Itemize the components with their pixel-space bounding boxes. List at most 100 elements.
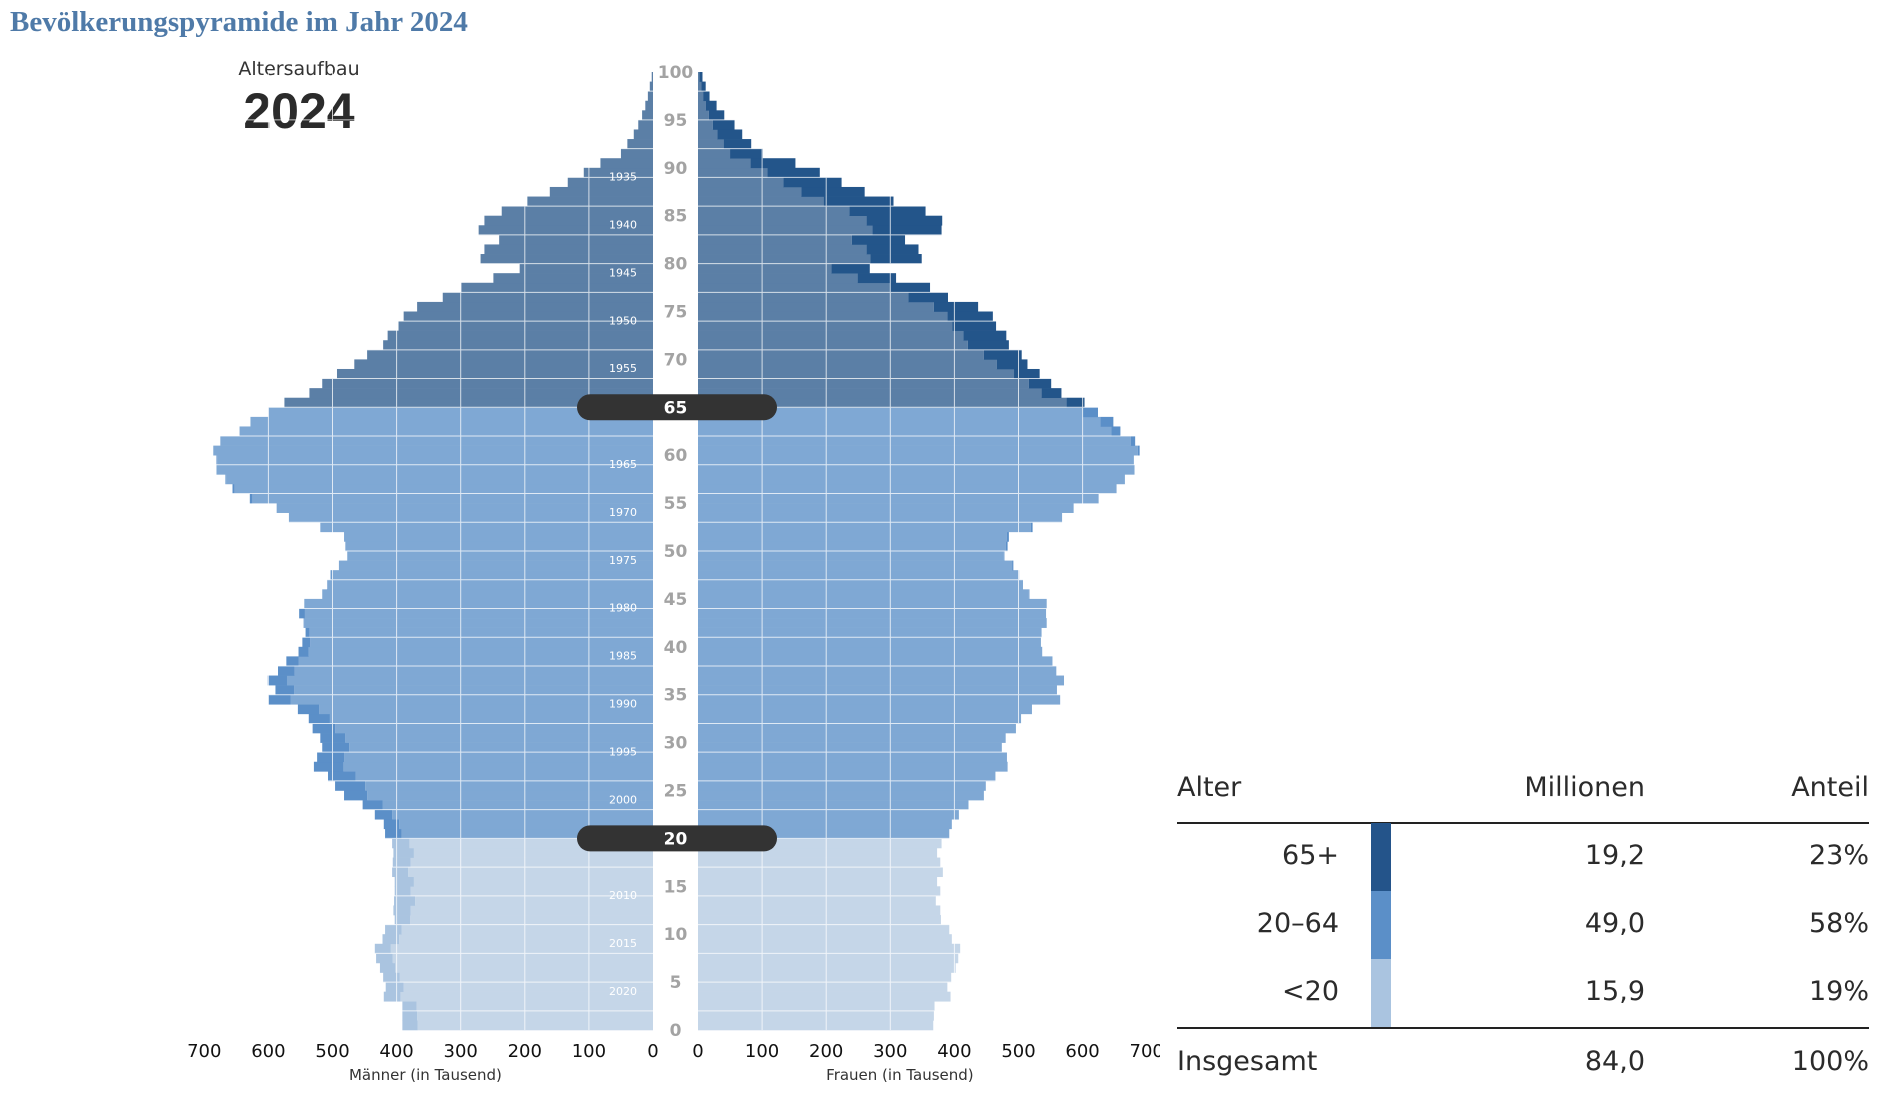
female-bar [698, 905, 941, 916]
age-tick-label: 10 [664, 925, 688, 945]
female-bar [698, 359, 997, 370]
female-excess-bar [705, 100, 717, 111]
female-excess-bar [730, 148, 763, 159]
x-tick-label-right: 0 [692, 1041, 703, 1062]
female-bar [698, 857, 941, 868]
x-tick-label-left: 100 [572, 1041, 606, 1062]
female-bar [698, 148, 731, 159]
pill-background [577, 825, 777, 852]
female-bar [698, 206, 850, 216]
age-tick-label: 50 [664, 542, 688, 562]
male-bar [347, 551, 653, 561]
male-excess-bar [276, 503, 278, 513]
male-excess-bar [376, 953, 393, 964]
female-bar [698, 282, 890, 293]
female-excess-bar [889, 282, 931, 293]
birth-year-label: 2010 [609, 889, 637, 902]
female-bar [698, 186, 802, 197]
female-bar [698, 388, 1042, 399]
female-bar [698, 598, 1047, 609]
female-bar [698, 177, 784, 188]
male-excess-bar [225, 474, 227, 485]
x-tick-label-right: 300 [873, 1041, 907, 1062]
female-excess-bar [1082, 407, 1098, 418]
birth-year-label: 2020 [609, 985, 637, 998]
male-bar [649, 81, 653, 92]
female-bar [698, 311, 948, 322]
male-bar [527, 196, 653, 207]
female-excess-bar [1012, 560, 1014, 571]
male-bar [633, 129, 653, 140]
row-share: 23% [1808, 840, 1869, 871]
x-tick-label-left: 500 [315, 1041, 349, 1062]
row-label: <20 [1282, 976, 1339, 1007]
male-excess-bar [394, 895, 416, 906]
male-bar [567, 177, 653, 188]
female-bar [698, 646, 1043, 657]
female-bar [698, 723, 1016, 734]
male-excess-bar [305, 627, 310, 638]
female-bar [698, 330, 964, 341]
male-excess-bar [298, 646, 309, 657]
female-bar [698, 991, 951, 1002]
male-bar [354, 359, 653, 370]
female-excess-bar [750, 158, 796, 169]
age-tick-label: 90 [664, 159, 688, 179]
female-bar [698, 119, 713, 130]
female-bar [698, 91, 704, 102]
female-excess-bar [1014, 368, 1040, 379]
female-excess-bar [712, 119, 735, 130]
female-bar [698, 416, 1101, 427]
birth-year-label: 2000 [609, 793, 637, 806]
row-value: 15,9 [1584, 976, 1645, 1007]
male-excess-bar [402, 1001, 417, 1012]
x-tick-label-right: 700 [1130, 1041, 1164, 1062]
birth-year-label: 1990 [609, 697, 637, 710]
header-anteil: Anteil [1791, 772, 1869, 803]
female-bar [698, 263, 832, 274]
female-bar [698, 378, 1029, 389]
birth-year-label: 1940 [609, 218, 637, 231]
header-alter: Alter [1177, 772, 1242, 803]
male-bar [345, 541, 653, 552]
female-bar [698, 474, 1125, 485]
male-bar [367, 349, 653, 360]
female-bar [698, 483, 1117, 494]
male-excess-bar [392, 867, 409, 878]
age-tick-label: 85 [664, 207, 688, 227]
female-bar [698, 110, 709, 121]
row-label: 20–64 [1256, 908, 1339, 939]
male-bar [403, 311, 653, 322]
female-bar [698, 167, 768, 178]
x-tick-label-left: 300 [444, 1041, 478, 1062]
female-bar [698, 867, 943, 878]
male-bar [349, 742, 653, 753]
male-bar [331, 570, 653, 581]
female-bar [698, 455, 1134, 466]
male-bar [294, 665, 653, 676]
female-excess-bar [983, 349, 1022, 360]
female-bar [698, 1001, 935, 1012]
male-bar [401, 924, 653, 935]
x-tick-label-left: 700 [187, 1041, 221, 1062]
male-bar [234, 483, 653, 494]
male-bar [216, 464, 653, 475]
x-ticks-right: 0 100 200 300 400 500 600 700 [692, 1041, 1164, 1062]
female-bar [698, 426, 1112, 437]
male-bar [645, 100, 653, 111]
x-axis-title-right: Frauen (in Tausend) [826, 1066, 974, 1084]
male-bar [399, 934, 653, 945]
female-bar [698, 627, 1042, 638]
age-tick-label: 100 [658, 63, 694, 83]
female-bar [698, 665, 1057, 676]
female-bar [698, 982, 948, 992]
female-bar [698, 972, 952, 983]
male-bar [583, 167, 653, 178]
female-bar [698, 704, 1032, 715]
male-excess-bar [394, 915, 411, 925]
row-share: 19% [1808, 976, 1869, 1007]
female-bar [698, 129, 718, 140]
female-excess-bar [823, 196, 894, 207]
female-excess-bar [866, 215, 943, 226]
